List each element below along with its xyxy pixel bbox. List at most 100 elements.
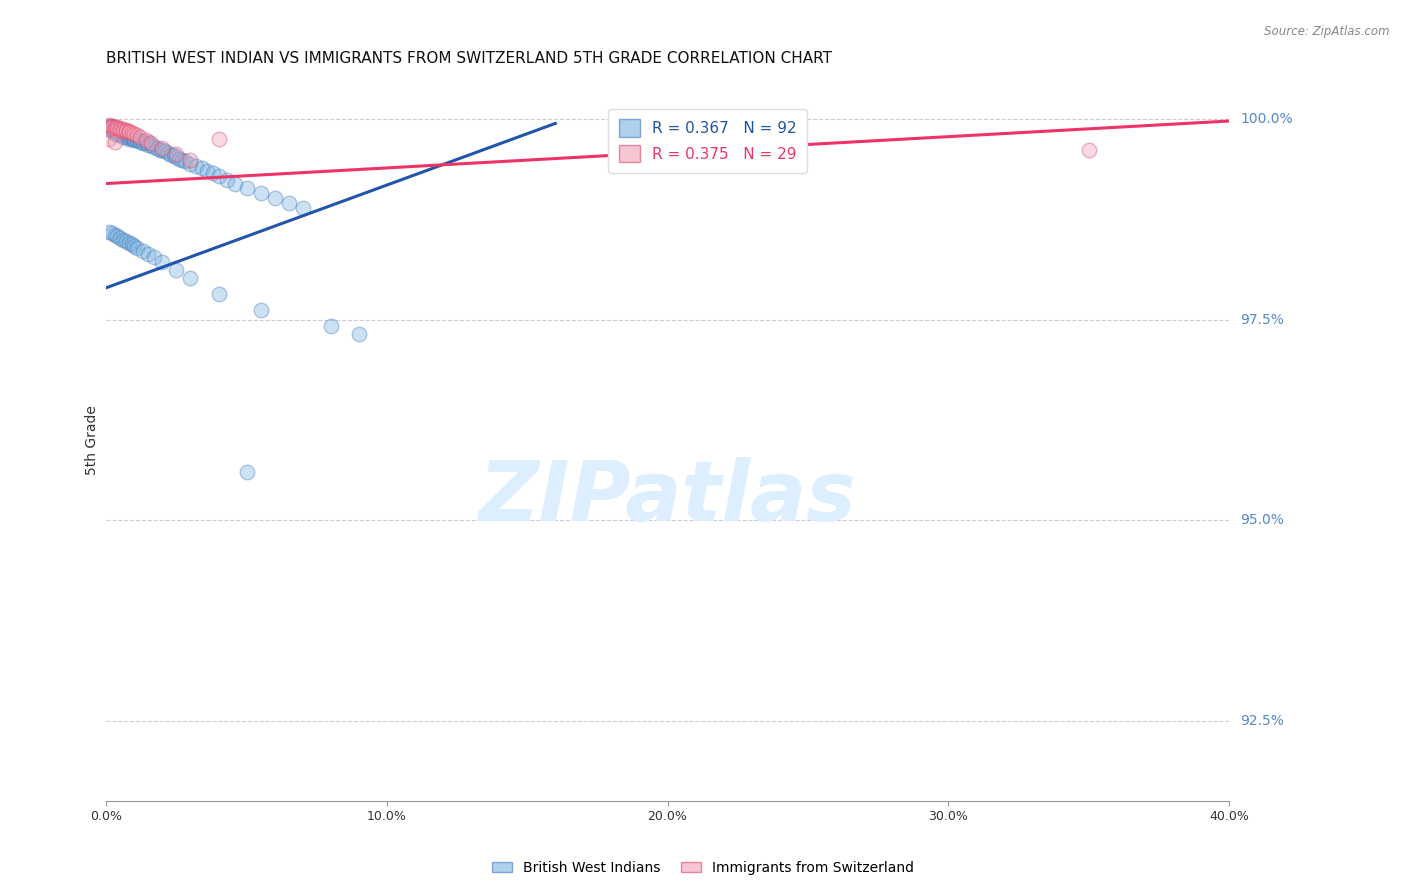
Point (141, 136, 163, 151)
Point (263, 191, 285, 205)
Point (118, 235, 141, 250)
Point (112, 128, 135, 143)
Point (104, 135, 127, 149)
Point (190, 161, 212, 176)
Point (104, 125, 127, 139)
Point (235, 180, 257, 194)
Point (104, 120, 127, 135)
Point (98, 225, 121, 239)
Point (179, 156, 201, 170)
Point (150, 255, 173, 269)
Point (162, 148, 184, 162)
Point (165, 150, 187, 164)
Point (104, 120, 127, 134)
Point (107, 122, 129, 136)
Point (135, 133, 157, 147)
Point (101, 120, 124, 135)
Point (118, 130, 141, 145)
Point (115, 234, 138, 248)
Point (115, 123, 138, 137)
Point (101, 226, 124, 240)
Point (165, 263, 187, 277)
Point (98, 120, 121, 134)
Text: 95.0%: 95.0% (1240, 513, 1284, 527)
Point (127, 241, 149, 255)
Point (115, 128, 138, 143)
Point (138, 247, 160, 261)
Point (104, 121, 127, 136)
Point (170, 153, 193, 167)
Y-axis label: 5th Grade: 5th Grade (86, 405, 100, 475)
Point (104, 123, 127, 137)
Point (207, 287, 229, 301)
Point (101, 119, 124, 133)
Text: 97.5%: 97.5% (1240, 313, 1284, 326)
Point (112, 233, 135, 247)
Point (112, 127, 135, 141)
Point (249, 186, 271, 201)
Point (118, 128, 141, 143)
Point (129, 133, 152, 147)
Point (124, 131, 146, 145)
Point (98, 118, 121, 132)
Point (124, 130, 146, 145)
Point (98, 120, 121, 135)
Point (107, 127, 129, 141)
Point (107, 120, 129, 135)
Legend: British West Indians, Immigrants from Switzerland: British West Indians, Immigrants from Sw… (486, 855, 920, 880)
Point (107, 122, 129, 136)
Point (129, 130, 152, 145)
Point (195, 163, 218, 178)
Point (101, 119, 124, 133)
Point (104, 122, 127, 136)
Point (249, 303, 271, 318)
Point (173, 154, 195, 169)
Point (165, 147, 187, 161)
Point (110, 121, 132, 136)
Point (184, 159, 207, 173)
Point (179, 153, 201, 167)
Text: 92.5%: 92.5% (1240, 714, 1284, 728)
Point (207, 169, 229, 183)
Point (110, 123, 132, 137)
Legend: R = 0.367   N = 92, R = 0.375   N = 29: R = 0.367 N = 92, R = 0.375 N = 29 (607, 109, 807, 173)
Point (224, 177, 246, 191)
Point (98, 132, 121, 146)
Text: 100.0%: 100.0% (1240, 112, 1292, 127)
Point (112, 130, 135, 145)
Point (148, 143, 170, 157)
Point (127, 131, 149, 145)
Point (127, 128, 149, 143)
Point (101, 122, 124, 136)
Point (104, 127, 127, 141)
Point (207, 132, 229, 146)
Point (132, 136, 155, 151)
Point (121, 131, 143, 145)
Point (159, 147, 181, 161)
Point (156, 146, 179, 161)
Point (101, 120, 124, 135)
Point (107, 125, 129, 139)
Point (112, 122, 135, 136)
Point (107, 229, 129, 244)
Point (112, 123, 135, 137)
Point (215, 172, 238, 186)
Point (98, 122, 121, 136)
Point (347, 327, 370, 342)
Point (127, 133, 149, 147)
Point (132, 244, 155, 258)
Point (129, 135, 152, 149)
Point (115, 127, 138, 141)
Point (124, 127, 146, 141)
Point (124, 239, 146, 253)
Point (142, 139, 165, 153)
Point (124, 133, 146, 147)
Point (319, 319, 342, 334)
Point (101, 123, 124, 137)
Point (1077, 143, 1099, 157)
Point (107, 123, 129, 137)
Point (110, 125, 132, 139)
Point (141, 138, 163, 153)
Point (142, 250, 165, 264)
Point (291, 201, 314, 215)
